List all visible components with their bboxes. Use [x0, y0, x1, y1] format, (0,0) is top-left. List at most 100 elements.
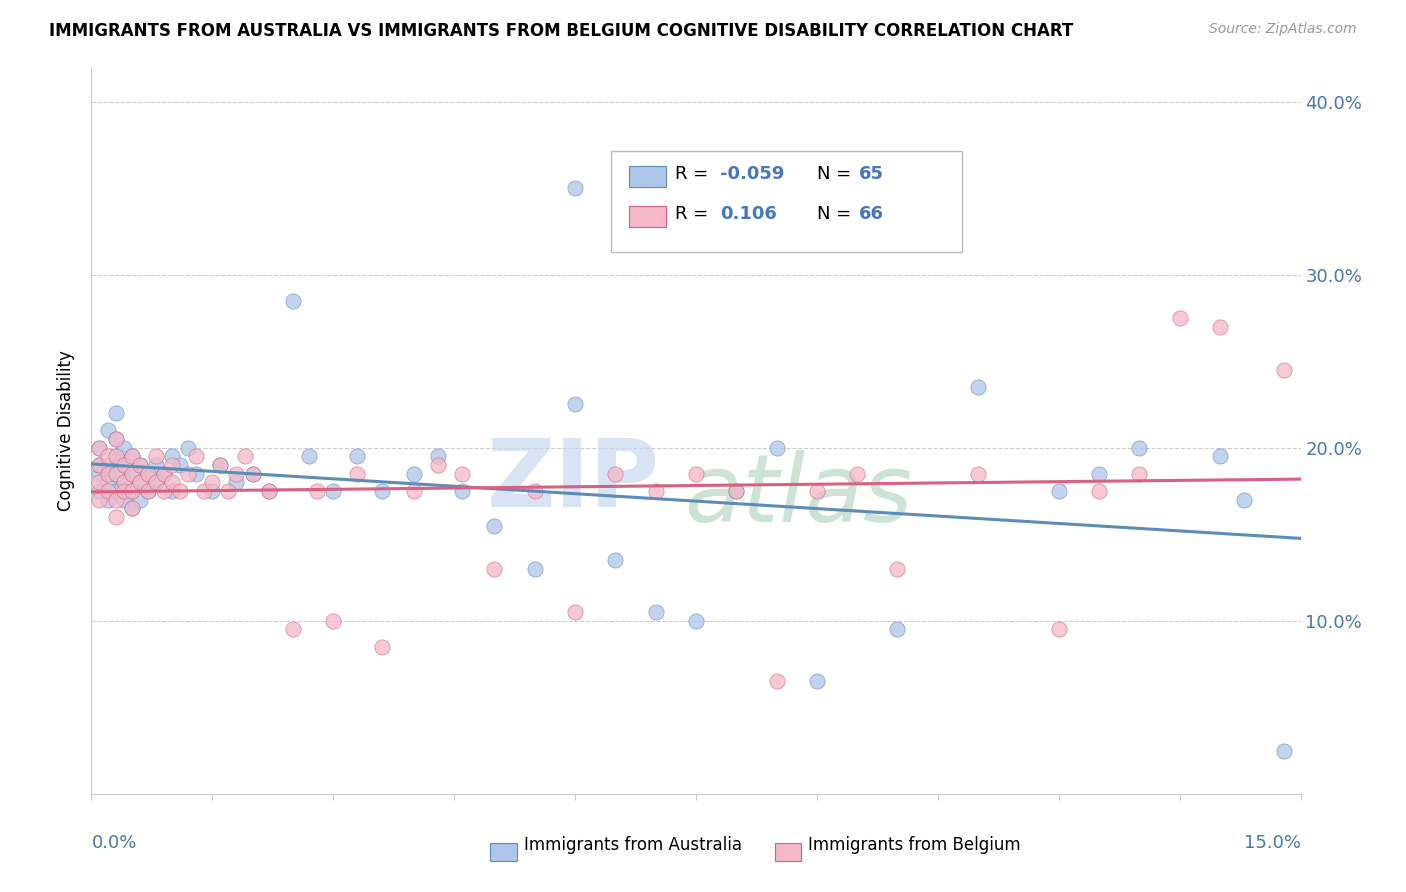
- Bar: [630, 206, 665, 227]
- Text: Source: ZipAtlas.com: Source: ZipAtlas.com: [1209, 22, 1357, 37]
- Point: [402, 467, 425, 481]
- Point: [370, 483, 392, 498]
- Point: [121, 450, 143, 464]
- Point: [725, 483, 748, 498]
- Point: [104, 467, 127, 481]
- Point: [1233, 492, 1256, 507]
- Point: [160, 475, 183, 490]
- Point: [160, 450, 183, 464]
- Point: [186, 467, 208, 481]
- Point: [104, 483, 127, 498]
- Point: [121, 501, 143, 516]
- Point: [112, 441, 135, 455]
- Point: [104, 492, 127, 507]
- Point: [346, 467, 368, 481]
- Point: [96, 467, 118, 481]
- Point: [153, 467, 176, 481]
- Point: [104, 467, 127, 481]
- Point: [128, 475, 150, 490]
- Point: [886, 623, 908, 637]
- Point: [121, 467, 143, 481]
- Point: [96, 492, 118, 507]
- Point: [89, 483, 111, 498]
- Point: [153, 483, 176, 498]
- Bar: [491, 843, 517, 862]
- Point: [112, 475, 135, 490]
- Point: [298, 450, 321, 464]
- Point: [112, 458, 135, 472]
- Point: [169, 483, 191, 498]
- Point: [685, 614, 707, 628]
- Point: [153, 467, 176, 481]
- Point: [186, 450, 208, 464]
- Point: [523, 562, 546, 576]
- Point: [307, 483, 329, 498]
- Point: [193, 483, 215, 498]
- Point: [104, 432, 127, 446]
- Text: -0.059: -0.059: [720, 166, 785, 184]
- Point: [96, 483, 118, 498]
- Point: [644, 605, 666, 619]
- Point: [112, 458, 135, 472]
- Point: [605, 467, 627, 481]
- Point: [89, 441, 111, 455]
- Point: [427, 458, 450, 472]
- Point: [225, 475, 247, 490]
- Point: [136, 483, 159, 498]
- Point: [136, 467, 159, 481]
- Point: [145, 475, 167, 490]
- Text: R =: R =: [675, 166, 714, 184]
- Point: [217, 483, 239, 498]
- Point: [104, 450, 127, 464]
- Text: Immigrants from Belgium: Immigrants from Belgium: [808, 836, 1021, 854]
- Point: [121, 450, 143, 464]
- Text: 0.106: 0.106: [720, 205, 778, 224]
- Point: [201, 475, 224, 490]
- Point: [346, 450, 368, 464]
- Point: [967, 380, 990, 394]
- Point: [169, 458, 191, 472]
- Text: 0.0%: 0.0%: [91, 834, 136, 852]
- Point: [160, 483, 183, 498]
- Point: [160, 458, 183, 472]
- Point: [233, 450, 256, 464]
- Point: [121, 483, 143, 498]
- Point: [89, 458, 111, 472]
- Point: [564, 605, 586, 619]
- Text: 15.0%: 15.0%: [1243, 834, 1301, 852]
- Point: [1274, 363, 1296, 377]
- Point: [322, 483, 344, 498]
- Point: [104, 450, 127, 464]
- Point: [121, 501, 143, 516]
- Point: [96, 475, 118, 490]
- Point: [89, 475, 111, 490]
- Point: [89, 467, 111, 481]
- Point: [886, 562, 908, 576]
- Text: N =: N =: [817, 166, 856, 184]
- Point: [523, 483, 546, 498]
- Point: [177, 467, 200, 481]
- Point: [322, 614, 344, 628]
- Point: [128, 458, 150, 472]
- Y-axis label: Cognitive Disability: Cognitive Disability: [58, 350, 76, 511]
- Point: [242, 467, 264, 481]
- Point: [145, 458, 167, 472]
- Point: [281, 293, 304, 308]
- Point: [89, 492, 111, 507]
- Point: [564, 181, 586, 195]
- Point: [1128, 467, 1150, 481]
- Point: [257, 483, 280, 498]
- Point: [1274, 743, 1296, 757]
- Point: [451, 483, 474, 498]
- Point: [112, 492, 135, 507]
- Point: [1209, 450, 1232, 464]
- Text: atlas: atlas: [683, 450, 912, 541]
- Point: [685, 467, 707, 481]
- Point: [209, 458, 232, 472]
- Point: [427, 450, 450, 464]
- Point: [145, 450, 167, 464]
- Point: [257, 483, 280, 498]
- Point: [177, 441, 200, 455]
- Point: [370, 640, 392, 654]
- Point: [1168, 310, 1191, 325]
